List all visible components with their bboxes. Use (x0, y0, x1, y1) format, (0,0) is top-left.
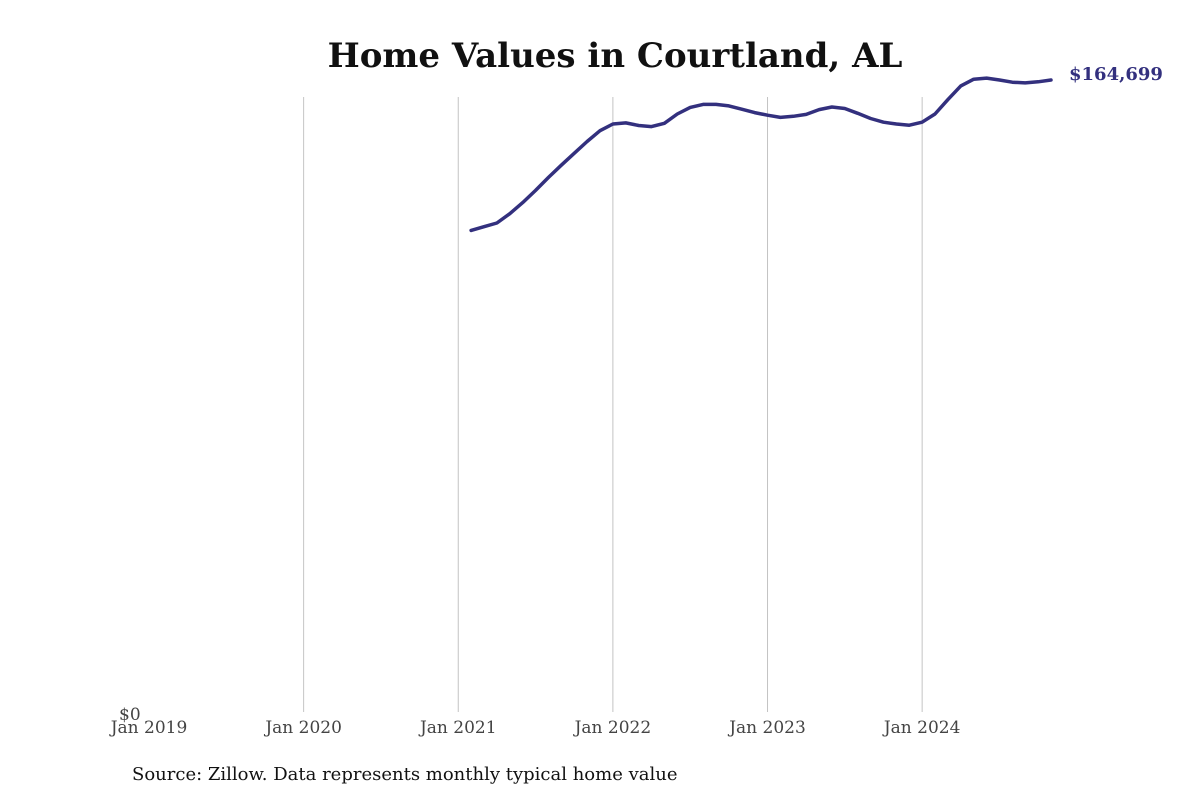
x-tick-label: Jan 2023 (727, 718, 806, 738)
source-note: Source: Zillow. Data represents monthly … (132, 764, 678, 785)
x-tick-label: Jan 2022 (573, 718, 652, 738)
series-line (469, 76, 1053, 233)
x-tick-label: Jan 2019 (109, 718, 188, 738)
x-tick-label: Jan 2020 (263, 718, 342, 738)
x-tick-label: Jan 2024 (882, 718, 961, 738)
x-axis-ticks: Jan 2019 Jan 2020 Jan 2021 Jan 2022 Jan 2023… (109, 718, 961, 738)
chart-title: Home Values in Courtland, AL (327, 36, 903, 76)
x-tick-label: Jan 2021 (418, 718, 497, 738)
end-value-label: $164,699 (1069, 64, 1163, 85)
y-tick-label: $0 (119, 705, 141, 725)
gridlines (303, 97, 923, 712)
